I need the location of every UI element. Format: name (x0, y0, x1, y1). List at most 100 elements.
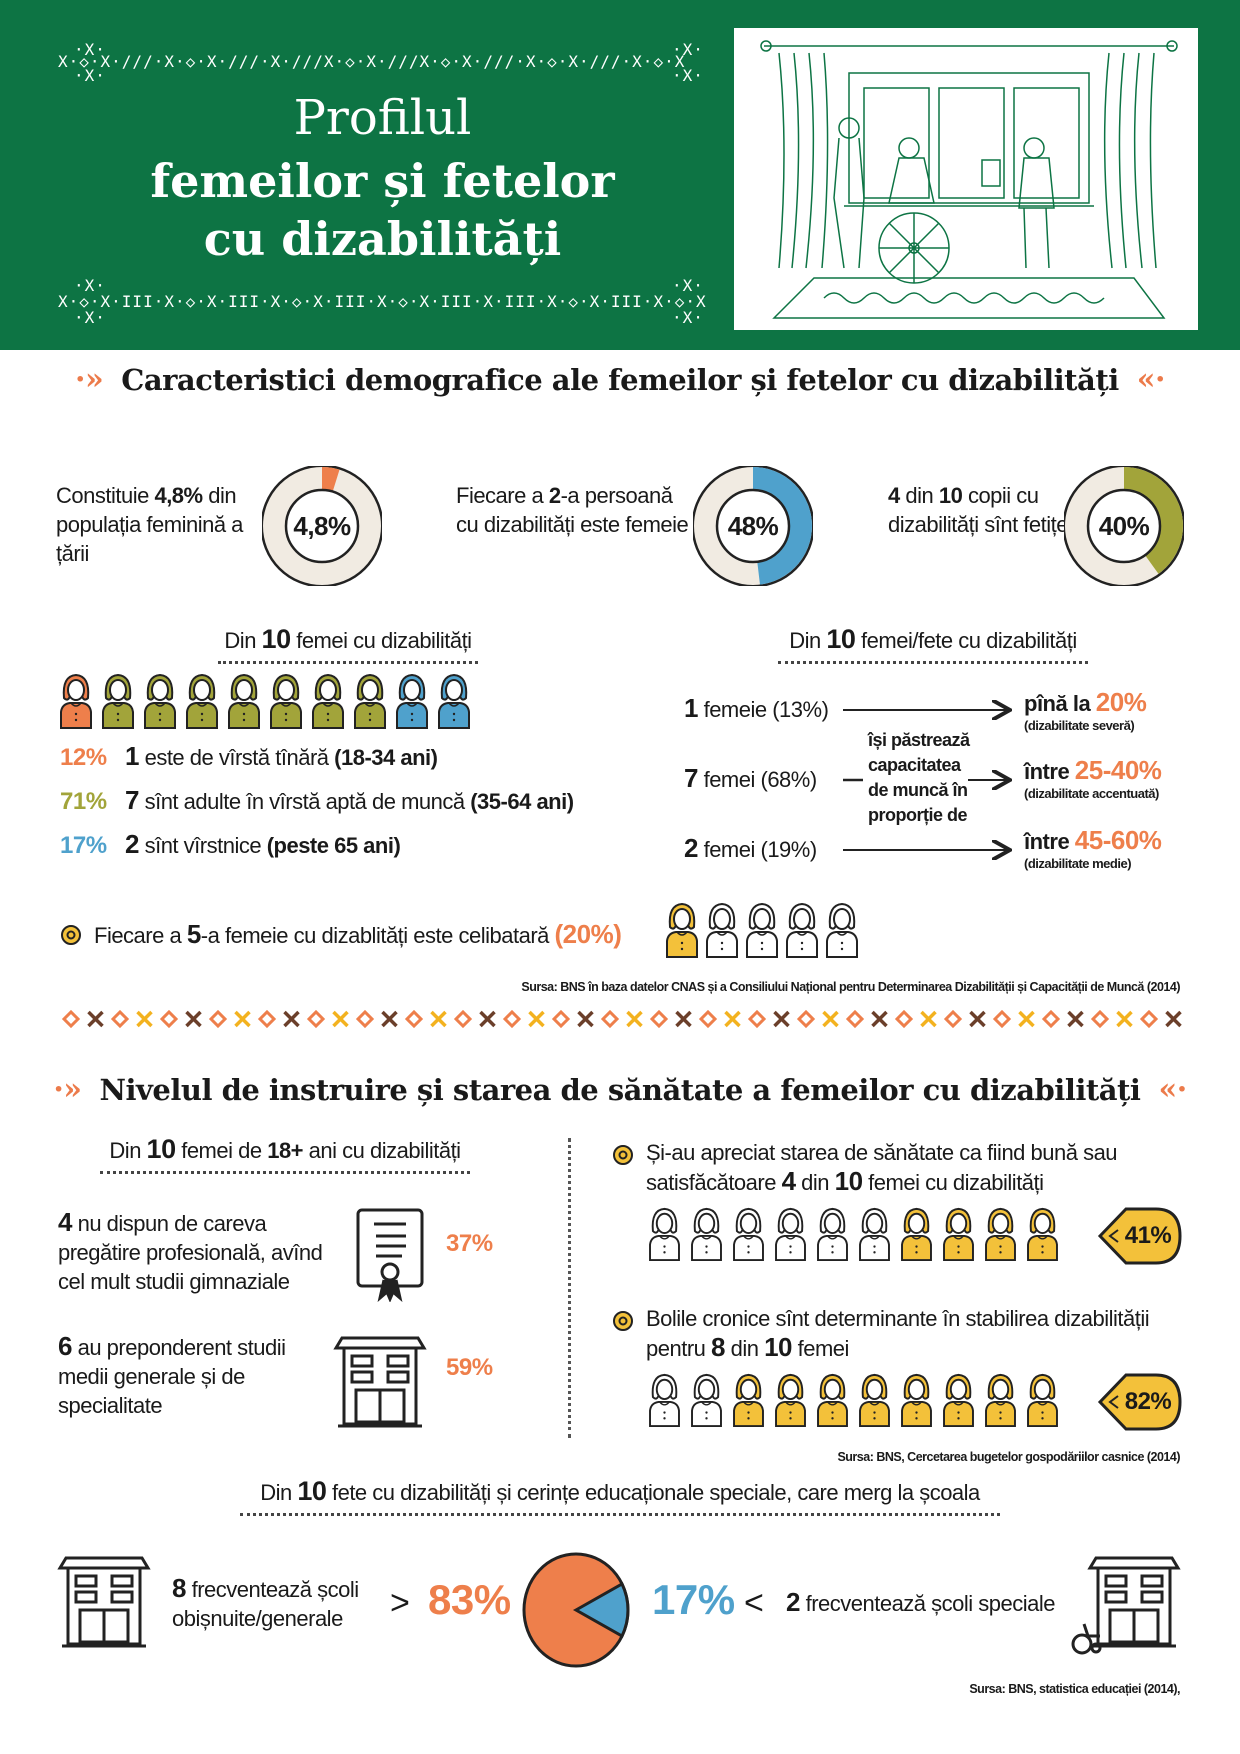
ornament-cap: ·X· (672, 40, 704, 59)
work-middle-text: își păstrează capacitatea de muncă în pr… (868, 730, 970, 825)
bullet-icon (612, 1310, 634, 1337)
chevron-left-icon: «· (1136, 362, 1166, 397)
age-icons-row (58, 672, 472, 730)
donut-chart-40: 40% (1062, 464, 1186, 588)
woman-icon (775, 1373, 806, 1428)
woman-icon (826, 902, 858, 958)
source-1: Sursa: BNS în baza datelor CNAS și a Con… (521, 980, 1180, 994)
woman-icon (943, 1207, 974, 1262)
schools-left-text: 8 frecventează școli obișnuite/generale (172, 1573, 359, 1632)
woman-icon (746, 902, 778, 958)
woman-icon (60, 673, 92, 729)
donut-value: 40% (1098, 510, 1150, 541)
age-heading: Din 10 femei cu dizabilități (218, 624, 478, 664)
education-row-1: 4 nu dispun de careva pregătire profesio… (58, 1207, 323, 1295)
ornament-bottom: X·◇·X·III·X·◇·X·III·X·◇·X·III·X·◇·X·III·… (58, 292, 707, 311)
work-row-1-label: 1 femeie (13%) (684, 693, 829, 723)
badge-41: 41% (1096, 1205, 1182, 1267)
woman-icon (438, 673, 470, 729)
celibate-text: Fiecare a 5-a femeie cu dizablități este… (94, 919, 622, 949)
special-school-icon (1070, 1554, 1186, 1663)
woman-icon (1027, 1207, 1058, 1262)
section-title-education-health: ·» Nivelul de instruire și starea de săn… (0, 1072, 1240, 1107)
woman-icon (943, 1373, 974, 1428)
less-than-icon: < (744, 1584, 764, 1622)
chevron-right-icon: ·» (75, 362, 104, 397)
education-row-1-pct: 37% (446, 1230, 493, 1257)
woman-icon (144, 673, 176, 729)
education-heading: Din 10 femei de 18+ ani cu dizabilități (100, 1134, 470, 1174)
pie-chart-schools (520, 1550, 632, 1675)
schools-right-pct: 17% (652, 1576, 735, 1623)
woman-icon (817, 1207, 848, 1262)
woman-icon (985, 1207, 1016, 1262)
age-row-adult: 71% 7 sînt adulte în vîrstă aptă de munc… (60, 785, 574, 816)
ornament-cap: ·X· (672, 66, 704, 85)
woman-icon (817, 1373, 848, 1428)
woman-icon (733, 1207, 764, 1262)
donut-value: 48% (727, 510, 779, 541)
greater-than-icon: > (390, 1584, 410, 1622)
ornament-cap: ·X· (74, 308, 106, 327)
donut-chart-48: 48% (691, 464, 815, 588)
woman-icon (859, 1373, 890, 1428)
woman-icon (733, 1373, 764, 1428)
donut-value: 4,8% (293, 510, 351, 541)
work-row-2-range: între 25-40% (dizabilitate accentuată) (1024, 755, 1162, 802)
section-title-text: Caracteristici demografice ale femeilor … (121, 362, 1119, 397)
woman-icon (354, 673, 386, 729)
woman-icon (312, 673, 344, 729)
health-stat-1-text: Și-au apreciat starea de sănătate ca fii… (646, 1140, 1118, 1196)
bullet-icon (612, 1144, 634, 1171)
health-icons-row-1 (646, 1206, 1061, 1262)
woman-icon (901, 1373, 932, 1428)
vertical-divider (568, 1138, 571, 1438)
age-row-young: 12% 1 este de vîrstă tînără (18-34 ani) (60, 741, 438, 772)
title-line-3-text: cu dizabilități (203, 212, 562, 266)
work-heading: Din 10 femei/fete cu dizabilități (778, 624, 1088, 664)
woman-icon (1027, 1373, 1058, 1428)
title-line-1: Profilul (293, 90, 472, 146)
work-row-3-label: 2 femei (19%) (684, 833, 817, 863)
source-3: Sursa: BNS, statistica educației (2014), (969, 1682, 1180, 1696)
woman-icon (649, 1207, 680, 1262)
education-row-2: 6 au preponderent studii medii generale … (58, 1331, 286, 1419)
woman-icon (186, 673, 218, 729)
ornament-cap: ·X· (74, 66, 106, 85)
education-row-2-pct: 59% (446, 1354, 493, 1381)
woman-icon (775, 1207, 806, 1262)
school-building-icon (56, 1554, 152, 1655)
stat-children-girls: 4 din 10 copii cu dizabilități sînt feti… (888, 483, 1068, 537)
bullet-icon (60, 924, 82, 951)
woman-icon (396, 673, 428, 729)
age-row-senior: 17% 2 sînt vîrstnice (peste 65 ani) (60, 829, 401, 860)
donut-chart-4-8: 4,8% (260, 464, 384, 588)
title-line-2: femeilor și fetelor cu dizabilități (0, 152, 765, 268)
woman-icon (691, 1207, 722, 1262)
ornament-cap: ·X· (74, 40, 106, 59)
schools-left-pct: 83% (428, 1576, 511, 1623)
health-stat-2-text: Bolile cronice sînt determinante în stab… (646, 1306, 1150, 1362)
stat-female-population: Constituie 4,8% din populația feminină a… (56, 483, 243, 566)
woman-icon (228, 673, 260, 729)
woman-icon (706, 902, 738, 958)
work-row-1-range: pînă la 20% (dizabilitate severă) (1024, 687, 1147, 734)
chevron-right-icon: ·» (53, 1072, 82, 1107)
woman-icon (649, 1373, 680, 1428)
health-icons-row-2 (646, 1372, 1061, 1428)
folk-ornament-divider (61, 1009, 1182, 1029)
schools-heading: Din 10 fete cu dizabilități și cerințe e… (240, 1476, 1000, 1516)
woman-icon (901, 1207, 932, 1262)
schools-right-text: 2 frecventează școli speciale (786, 1587, 1056, 1617)
title-line-2-text: femeilor și fetelor (150, 154, 615, 208)
ornament-cap: ·X· (672, 276, 704, 295)
source-2: Sursa: BNS, Cercetarea bugetelor gospodă… (837, 1450, 1180, 1464)
ornament-top: X·◇·X·///·X·◇·X·///·X·///X·◇·X·///X·◇·X·… (58, 52, 686, 71)
celibate-icons-row (664, 900, 860, 960)
illustration (734, 28, 1198, 330)
ornament-cap: ·X· (672, 308, 704, 327)
woman-icon (985, 1373, 1016, 1428)
ornament-cap: ·X· (74, 276, 106, 295)
chevron-left-icon: «· (1158, 1072, 1187, 1107)
woman-icon (691, 1373, 722, 1428)
